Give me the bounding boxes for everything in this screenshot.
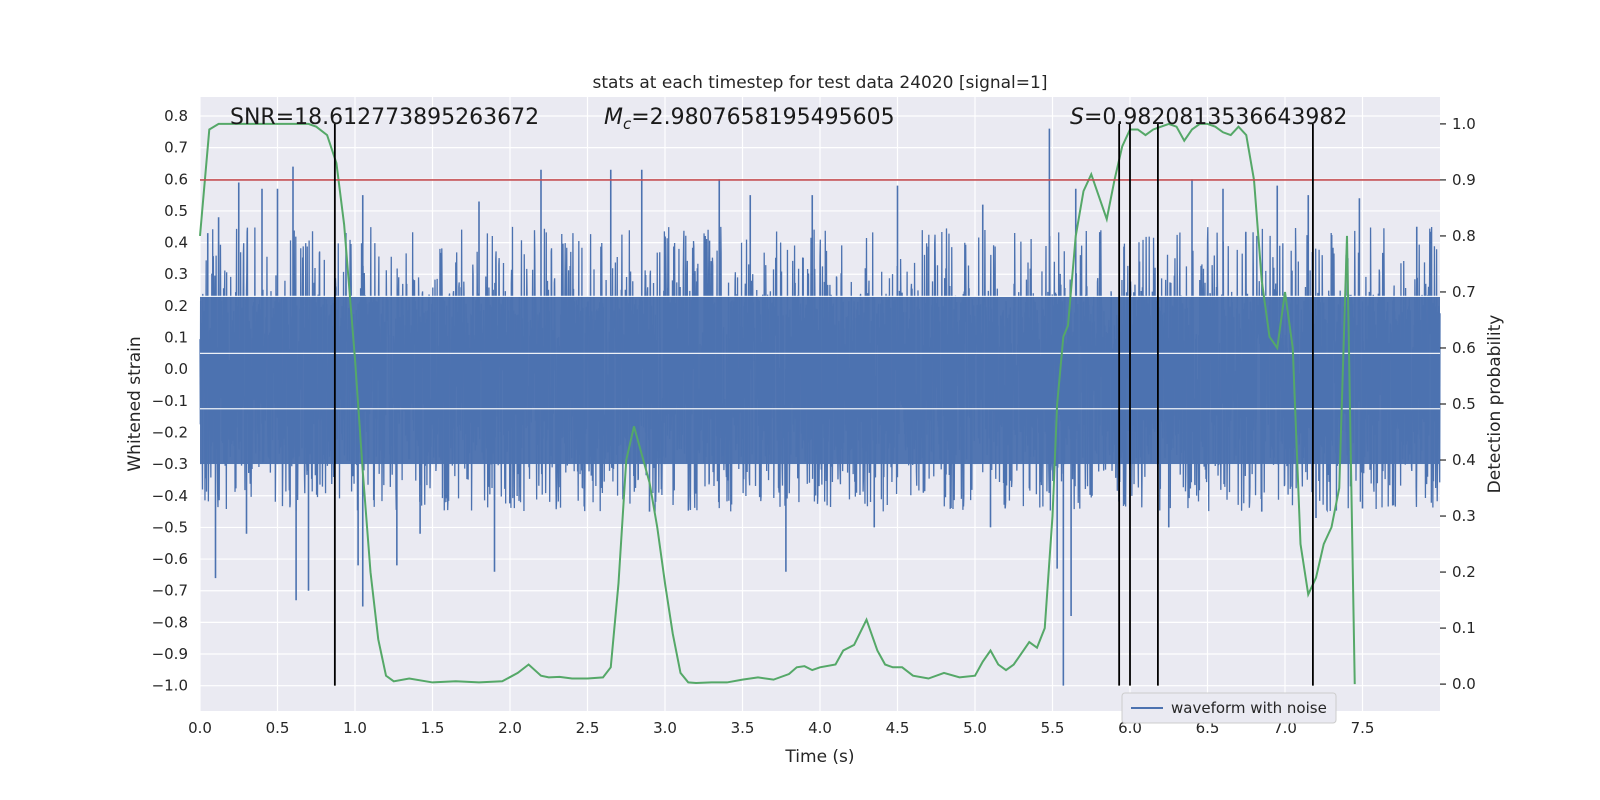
y-tick-label-3: 0.5 bbox=[164, 202, 188, 220]
x-tick-label-10: 5.0 bbox=[963, 719, 987, 737]
y2-tick-label-1: 0.9 bbox=[1452, 171, 1476, 189]
y-axis-label: Whitened strain bbox=[125, 336, 145, 471]
y2-tick-label-2: 0.8 bbox=[1452, 227, 1476, 245]
y-tick-label-9: −0.1 bbox=[152, 392, 188, 410]
y2-axis-label: Detection probability bbox=[1485, 315, 1505, 494]
y2-tick-label-4: 0.6 bbox=[1452, 339, 1476, 357]
y2-tick-label-8: 0.2 bbox=[1452, 563, 1476, 581]
chirp-mass-subscript: c bbox=[623, 115, 632, 133]
y-tick-label-8: 0.0 bbox=[164, 360, 188, 378]
legend-box bbox=[1121, 692, 1337, 724]
grid-overlay bbox=[200, 295, 1440, 410]
y-tick-label-11: −0.3 bbox=[152, 455, 188, 473]
y-tick-label-15: −0.7 bbox=[152, 582, 188, 600]
y2-tick-label-9: 0.1 bbox=[1452, 619, 1476, 637]
y-tick-label-5: 0.3 bbox=[164, 265, 188, 283]
y-tick-label-13: −0.5 bbox=[152, 518, 188, 536]
vertical-lines bbox=[333, 123, 1314, 686]
x-tick-label-1: 0.5 bbox=[266, 719, 290, 737]
y-tick-label-10: −0.2 bbox=[152, 423, 188, 441]
waveform-dense-band bbox=[200, 296, 1440, 465]
y-tick-label-14: −0.6 bbox=[152, 550, 188, 568]
y-tick-label-2: 0.6 bbox=[164, 170, 188, 188]
y-tick-label-17: −0.9 bbox=[152, 645, 188, 663]
y2-tick-label-5: 0.5 bbox=[1452, 395, 1476, 413]
y-tick-label-0: 0.8 bbox=[164, 107, 188, 125]
y2-ticks: 1.0 0.9 0.8 0.7 0.6 0.5 0.4 0.3 0.2 0.1 0.0 bbox=[1440, 115, 1476, 693]
legend-label: waveform with noise bbox=[1171, 699, 1327, 717]
chirp-mass-symbol: M bbox=[604, 105, 623, 130]
chirp-mass-annotation: Mc=2.9807658195495605 bbox=[604, 105, 895, 133]
y-tick-label-1: 0.7 bbox=[164, 139, 188, 157]
x-tick-label-15: 7.5 bbox=[1351, 719, 1375, 737]
x-tick-label-7: 3.5 bbox=[731, 719, 755, 737]
x-tick-label-6: 3.0 bbox=[653, 719, 677, 737]
x-tick-label-9: 4.5 bbox=[886, 719, 910, 737]
y2-tick-label-3: 0.7 bbox=[1452, 283, 1476, 301]
chirp-mass-value: =2.9807658195495605 bbox=[631, 105, 894, 130]
x-tick-label-8: 4.0 bbox=[808, 719, 832, 737]
score-symbol: S bbox=[1070, 105, 1084, 130]
snr-annotation: SNR=18.612773895263672 bbox=[230, 105, 539, 130]
x-axis-label: Time (s) bbox=[784, 747, 854, 767]
score-value: =0.9820813536643982 bbox=[1084, 105, 1347, 130]
y-tick-label-4: 0.4 bbox=[164, 234, 188, 252]
chart-title: stats at each timestep for test data 240… bbox=[593, 73, 1048, 93]
y-tick-label-7: 0.1 bbox=[164, 329, 188, 347]
y2-tick-label-0: 1.0 bbox=[1452, 115, 1476, 133]
y-tick-label-16: −0.8 bbox=[152, 613, 188, 631]
x-tick-label-3: 1.5 bbox=[421, 719, 445, 737]
x-tick-label-4: 2.0 bbox=[498, 719, 522, 737]
y2-tick-label-10: 0.0 bbox=[1452, 675, 1476, 693]
x-tick-label-0: 0.0 bbox=[188, 719, 212, 737]
y2-tick-label-7: 0.3 bbox=[1452, 507, 1476, 525]
score-annotation: S=0.9820813536643982 bbox=[1070, 105, 1347, 130]
probability-line bbox=[199, 122, 1356, 685]
y2-tick-label-6: 0.4 bbox=[1452, 451, 1476, 469]
legend: waveform with noise bbox=[1121, 692, 1337, 724]
y-tick-label-18: −1.0 bbox=[152, 677, 188, 695]
y-tick-label-6: 0.2 bbox=[164, 297, 188, 315]
x-tick-label-11: 5.5 bbox=[1041, 719, 1065, 737]
y-ticks: 0.8 0.7 0.6 0.5 0.4 0.3 0.2 0.1 0.0 −0.1 −0.2 −0.3 −… bbox=[152, 107, 188, 695]
probability-series bbox=[199, 122, 1356, 685]
x-tick-label-2: 1.0 bbox=[343, 719, 367, 737]
y-tick-label-12: −0.4 bbox=[152, 487, 188, 505]
x-tick-label-5: 2.5 bbox=[576, 719, 600, 737]
